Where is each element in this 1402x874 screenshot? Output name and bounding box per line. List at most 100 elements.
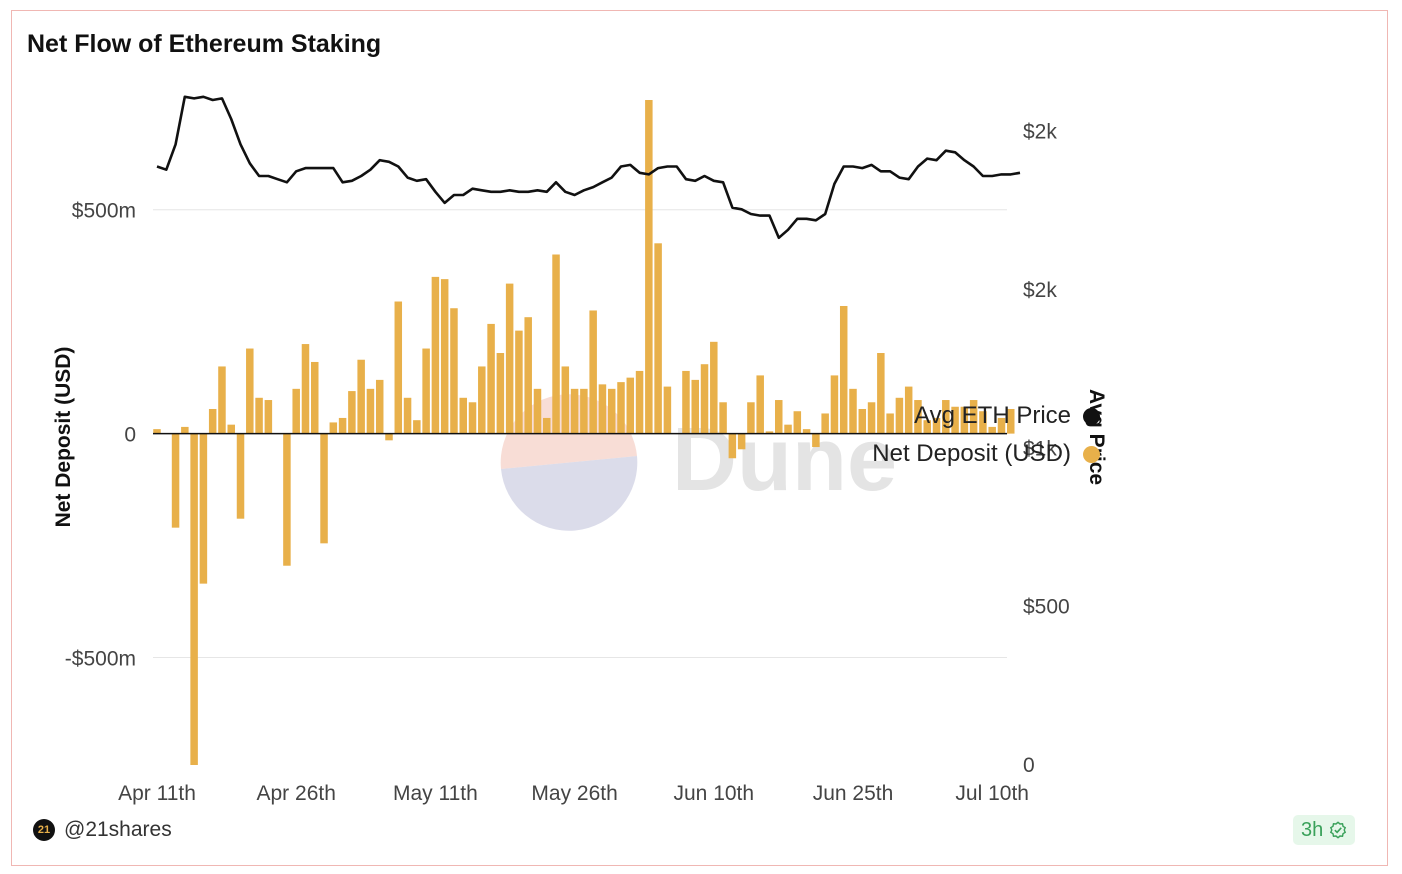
bar <box>635 370 644 434</box>
y2-tick-label: $2k <box>1023 121 1057 144</box>
grid-lines <box>153 209 1007 659</box>
bar <box>765 431 774 434</box>
bar <box>802 429 811 434</box>
bar <box>524 317 532 434</box>
y-axis-title: Net Deposit (USD) <box>52 347 75 528</box>
bar <box>747 402 755 434</box>
bar <box>264 400 273 434</box>
bar <box>561 366 570 434</box>
bar <box>626 377 635 434</box>
bar <box>997 417 1006 434</box>
author-name: @21shares <box>64 818 172 841</box>
bar <box>218 366 226 434</box>
y2-tick-label: $500 <box>1023 596 1070 619</box>
x-tick-label: May 11th <box>393 782 478 805</box>
bar <box>886 413 894 434</box>
bar <box>960 406 969 434</box>
bar <box>904 386 913 434</box>
bar <box>357 359 365 434</box>
y-tick-label: $500m <box>72 200 136 223</box>
bar <box>153 429 161 434</box>
bar <box>236 433 245 519</box>
bar <box>422 348 430 434</box>
chart-title: Net Flow of Ethereum Staking <box>27 30 382 58</box>
bar <box>338 417 347 434</box>
y2-tick-label: $2k <box>1023 279 1057 302</box>
bar <box>988 426 996 434</box>
freshness-badge[interactable]: 3h <box>1293 815 1356 845</box>
net-deposit-bars <box>153 100 1015 765</box>
avatar: 21 <box>33 819 55 841</box>
axes: $500m 0 -$500m $2k $2k $1k $500 0 Apr 11th Apr 26… <box>52 121 1108 805</box>
bar <box>830 375 839 434</box>
bar <box>737 433 746 450</box>
bar <box>199 433 208 584</box>
bar <box>348 391 356 434</box>
legend-swatch-icon <box>1083 407 1100 425</box>
bar <box>914 400 922 434</box>
bar <box>246 348 254 434</box>
bar <box>663 386 672 434</box>
bar <box>552 254 560 434</box>
bar <box>440 279 449 434</box>
bar <box>654 243 662 434</box>
legend-swatch-icon <box>1083 445 1100 463</box>
bar <box>812 433 820 448</box>
bar <box>589 310 597 434</box>
bar <box>496 353 505 434</box>
bar <box>645 100 653 434</box>
bar <box>403 397 412 434</box>
bar <box>543 417 551 434</box>
x-tick-label: Jun 25th <box>813 782 894 805</box>
bar <box>784 424 792 434</box>
bar <box>431 276 440 434</box>
bar <box>598 384 607 434</box>
bar <box>311 361 319 434</box>
bar <box>283 433 291 566</box>
y2-tick-label: 0 <box>1023 754 1035 777</box>
bar <box>208 408 217 434</box>
y-tick-label: -$500m <box>65 648 136 671</box>
bar <box>570 388 579 434</box>
bar <box>1007 408 1015 434</box>
bar <box>895 397 904 434</box>
bar <box>793 411 802 434</box>
bar <box>607 388 616 434</box>
bar <box>979 411 987 434</box>
bar <box>877 353 885 434</box>
x-tick-label: Apr 26th <box>257 782 336 805</box>
bar <box>775 400 783 434</box>
bar <box>700 364 709 434</box>
bar <box>292 388 300 434</box>
bar <box>969 400 978 434</box>
bar <box>951 406 959 434</box>
price-line <box>156 95 1021 240</box>
legend-item-net-deposit[interactable]: Net Deposit (USD) <box>872 440 1100 468</box>
bar <box>682 370 690 434</box>
bar <box>617 382 625 434</box>
bar <box>533 388 542 434</box>
bar <box>181 426 189 434</box>
check-badge-icon <box>1330 821 1347 839</box>
bar <box>487 323 495 434</box>
legend-label: Avg ETH Price <box>914 402 1071 429</box>
legend-item-avg-eth-price[interactable]: Avg ETH Price <box>914 402 1100 430</box>
bar <box>468 402 477 434</box>
bar <box>171 433 180 528</box>
bar <box>839 305 848 434</box>
bar <box>255 397 263 434</box>
legend-label: Net Deposit (USD) <box>872 440 1071 467</box>
bar <box>505 283 514 434</box>
bar <box>478 366 486 434</box>
bar <box>923 420 931 434</box>
bar <box>394 301 403 434</box>
bar <box>942 400 950 434</box>
bar <box>719 402 727 434</box>
bar <box>867 402 876 434</box>
bar <box>459 397 467 434</box>
bar <box>190 433 198 765</box>
author-link[interactable]: 21 @21shares <box>33 818 172 842</box>
bar <box>329 422 338 434</box>
bar <box>413 420 421 434</box>
